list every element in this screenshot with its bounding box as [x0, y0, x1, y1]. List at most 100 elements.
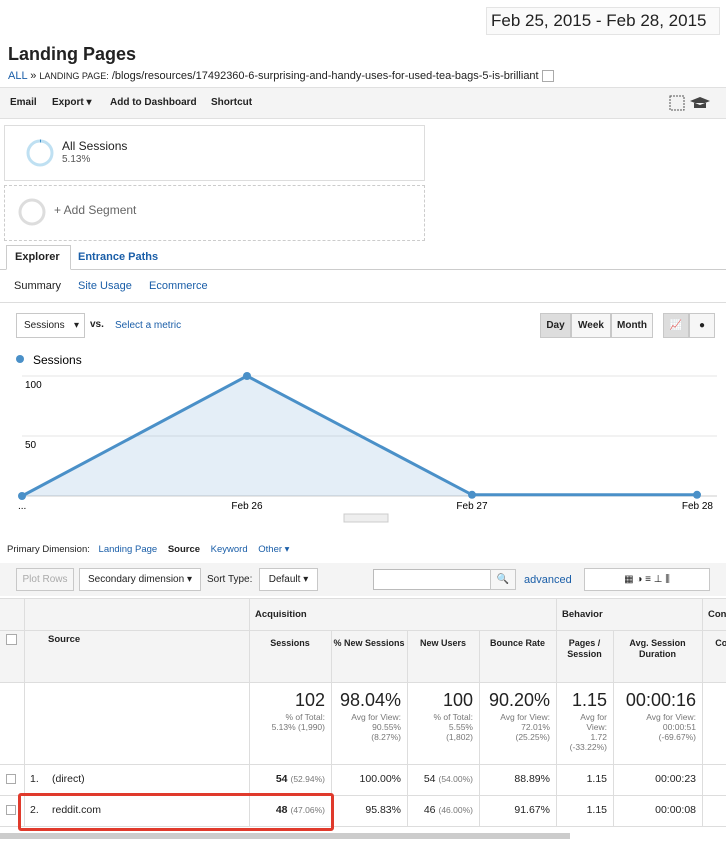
total-note: 1.72 — [590, 732, 607, 742]
column-header[interactable]: New Users — [419, 638, 467, 648]
subtab-summary[interactable]: Summary — [14, 280, 62, 292]
column-header[interactable]: Avg. Session Duration — [629, 638, 686, 659]
view-toggles[interactable]: ▦ ◑ ≡ ⊥ ⫼ — [584, 568, 710, 591]
row-rule — [0, 598, 726, 599]
total-note: 00:00:51 — [662, 722, 696, 732]
secondary-dimension[interactable]: Secondary dimension ▾ — [79, 568, 201, 591]
subtab-ecommerce[interactable]: Ecommerce — [149, 280, 208, 292]
tab-rule — [0, 269, 726, 270]
cap-icon[interactable] — [690, 97, 710, 108]
primary-dimension-label: Primary Dimension: — [7, 544, 90, 555]
segment-card[interactable] — [4, 125, 425, 181]
totals-bg — [0, 682, 726, 764]
row-source[interactable]: (direct) — [52, 773, 85, 785]
tab-explorer[interactable]: Explorer — [15, 251, 60, 263]
add-segment[interactable]: + Add Segment — [54, 203, 137, 217]
dimension-keyword[interactable]: Keyword — [210, 544, 248, 555]
cell: 00:00:08 — [655, 804, 696, 816]
total-note: 5.55% — [448, 722, 473, 732]
group-rule — [249, 630, 726, 631]
line-chart-toggle[interactable]: 📈 — [663, 313, 689, 338]
total-note: Avg for View: — [646, 712, 696, 722]
col-rule — [331, 630, 332, 826]
point — [243, 372, 251, 380]
row-rule — [0, 764, 726, 765]
dimension-other-label[interactable]: Other — [258, 544, 283, 555]
advanced-filter[interactable]: advanced — [524, 574, 572, 586]
scrollbar[interactable] — [0, 833, 570, 839]
total-value: 98.04% — [339, 690, 401, 710]
search-input[interactable] — [373, 569, 491, 590]
breadcrumb-all[interactable]: ALL — [8, 70, 28, 82]
date-range[interactable]: Feb 25, 2015 - Feb 28, 2015 — [491, 11, 707, 30]
dimension-other[interactable]: Other ▾ — [258, 544, 290, 555]
row-checkbox[interactable] — [6, 774, 16, 784]
total-value: 90.20% — [488, 690, 550, 710]
tab-entrance-paths[interactable]: Entrance Paths — [78, 251, 159, 263]
period-day[interactable]: Day — [540, 313, 571, 338]
sort-type-value[interactable]: Default — [268, 574, 301, 585]
total-note: 90.55% — [372, 722, 401, 732]
row-rule — [0, 826, 726, 827]
dimension-source[interactable]: Source — [167, 544, 201, 555]
group-header: Con — [708, 609, 726, 620]
toolbar-dashboard[interactable]: Add to Dashboard — [110, 97, 197, 108]
toolbar-export-label[interactable]: Export — [52, 97, 84, 108]
column-header[interactable]: Pages / Session — [567, 638, 602, 659]
total-note: Avg for — [580, 712, 607, 722]
period-month[interactable]: Month — [611, 313, 653, 338]
grid-icon[interactable] — [669, 95, 685, 111]
metric-compare[interactable]: Select a metric — [115, 320, 182, 331]
column-header[interactable]: Sessions — [270, 638, 310, 648]
date-picker[interactable] — [486, 7, 720, 35]
x-tick-label: ... — [18, 501, 26, 512]
row-source[interactable]: reddit.com — [52, 804, 102, 816]
add-segment-ring — [18, 198, 46, 226]
cell-value: 48 — [275, 804, 288, 816]
total-note: (8.27%) — [371, 732, 401, 742]
breadcrumb-path: /blogs/resources/17492360-6-surprising-a… — [111, 70, 539, 82]
secondary-dimension-label[interactable]: Secondary dimension — [88, 574, 185, 585]
toolbar-email[interactable]: Email — [10, 97, 37, 108]
add-segment-card[interactable] — [4, 185, 425, 241]
group-header: Behavior — [562, 609, 603, 620]
col-rule — [249, 598, 250, 826]
period-week[interactable]: Week — [571, 313, 611, 338]
cell-value: 46 — [423, 804, 436, 816]
select-all[interactable] — [6, 634, 17, 645]
total-note: Avg for View: — [500, 712, 550, 722]
column-header[interactable]: Bounce Rate — [489, 638, 545, 648]
metric-vs: vs. — [90, 319, 104, 330]
sort-type[interactable]: Default ▾ — [259, 568, 318, 591]
dimension-landing-page[interactable]: Landing Page — [98, 544, 158, 555]
total-value: 1.15 — [571, 690, 607, 710]
motion-chart-toggle[interactable]: ● — [689, 313, 715, 338]
tab-explorer-box[interactable] — [6, 245, 71, 270]
cell-value: 54 — [423, 773, 436, 785]
total-note: (1,802) — [446, 732, 473, 742]
plot-rows[interactable]: Plot Rows — [16, 568, 74, 591]
search-button[interactable]: 🔍 — [490, 569, 516, 590]
breadcrumb-dropdown[interactable] — [541, 70, 554, 83]
cell-share: (54.00%) — [438, 774, 474, 784]
row-checkbox[interactable] — [6, 805, 16, 815]
col-rule — [479, 630, 480, 826]
metric-select[interactable]: Sessions ▾ — [16, 313, 85, 338]
column-header[interactable]: Con Ra — [715, 638, 726, 648]
column-header[interactable]: % New Sessions — [333, 638, 405, 648]
toolbar-icons[interactable] — [668, 94, 716, 112]
page-title: Landing Pages — [8, 44, 137, 64]
total-note: (25.25%) — [515, 732, 551, 742]
point — [18, 492, 26, 500]
toolbar-export[interactable]: Export ▾ — [52, 97, 92, 108]
metric-selected[interactable]: Sessions — [24, 320, 65, 331]
cell: 1.15 — [586, 773, 607, 785]
point — [693, 490, 701, 499]
total-note: Avg for View: — [351, 712, 401, 722]
subtab-site-usage[interactable]: Site Usage — [78, 280, 132, 292]
chart-scroll — [343, 513, 389, 523]
toolbar-shortcut[interactable]: Shortcut — [211, 97, 253, 108]
cell: 46 (46.00%) — [407, 804, 473, 816]
segment-name: All Sessions — [62, 139, 128, 153]
